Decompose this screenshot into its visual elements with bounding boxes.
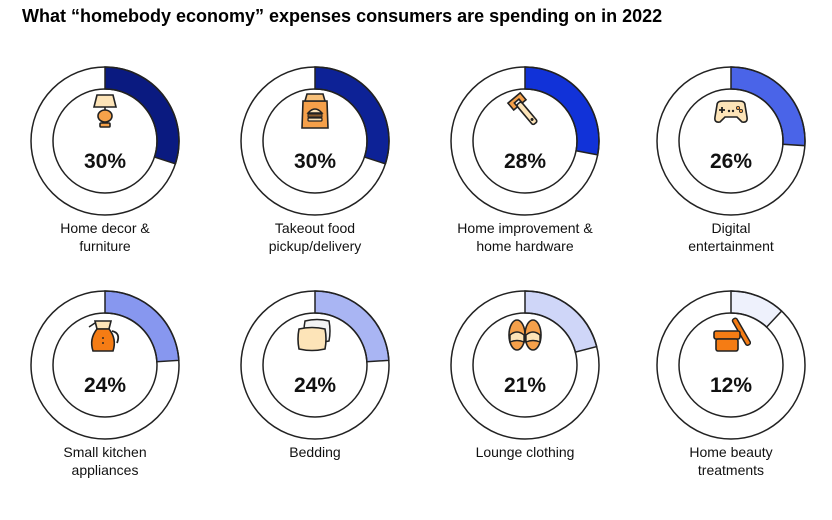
donut-inner-edge (472, 88, 578, 194)
category-label: Home decor & furniture (0, 219, 210, 255)
donut-item: 24% Bedding (210, 290, 420, 520)
donut-item: 28% Home improvement & home hardware (420, 66, 630, 296)
category-label: Small kitchen appliances (0, 443, 210, 479)
category-label-line: entertainment (688, 238, 774, 254)
category-label-line (420, 461, 630, 479)
category-label: Lounge clothing (420, 443, 630, 479)
donut-item: 30% Takeout food pickup/delivery (210, 66, 420, 296)
category-label-line: Home beauty (689, 444, 773, 460)
donut-item: 12% Home beauty treatments (626, 290, 832, 520)
donut-inner-edge (52, 312, 158, 418)
category-label: Takeout food pickup/delivery (210, 219, 420, 255)
donut-item: 24% Small kitchen appliances (0, 290, 210, 520)
category-label-line: treatments (697, 462, 765, 478)
slippers-icon (505, 315, 545, 355)
category-label-line (210, 461, 420, 479)
donut-inner-edge (262, 312, 368, 418)
donut-chart (450, 66, 600, 216)
donut-outer-edge (656, 290, 806, 440)
donut-item: 26% Digital entertainment (626, 66, 832, 296)
percent-label: 30% (83, 150, 127, 173)
percent-label: 30% (293, 150, 337, 173)
lamp-icon (85, 91, 125, 131)
donut-inner-edge (52, 88, 158, 194)
gamepad-icon (711, 91, 751, 131)
percent-label: 26% (709, 150, 753, 173)
pillow-icon (295, 315, 335, 355)
category-label-line: Home decor & (60, 220, 150, 236)
donut-outer-edge (30, 66, 180, 216)
donut-outer-edge (240, 290, 390, 440)
chart-title: What “homebody economy” expenses consume… (22, 6, 663, 26)
donut-chart (240, 290, 390, 440)
donut-chart (656, 66, 806, 216)
donut-inner-edge (678, 312, 784, 418)
category-label-line: Home improvement & (457, 220, 593, 236)
donut-chart (30, 66, 180, 216)
percent-label: 24% (293, 374, 337, 397)
donut-inner-edge (262, 88, 368, 194)
category-label: Bedding (210, 443, 420, 479)
category-label-line: Bedding (289, 444, 341, 460)
category-label-line: appliances (71, 462, 139, 478)
percent-label: 12% (709, 374, 753, 397)
category-label: Home improvement & home hardware (420, 219, 630, 255)
donut-inner-edge (678, 88, 784, 194)
food-bag-icon (295, 91, 335, 131)
donut-chart (656, 290, 806, 440)
donut-item: 30% Home decor & furniture (0, 66, 210, 296)
percent-label: 24% (83, 374, 127, 397)
donut-chart (450, 290, 600, 440)
category-label-line: pickup/delivery (268, 238, 362, 254)
category-label-line: furniture (79, 238, 131, 254)
category-label-line: Takeout food (274, 220, 356, 236)
wrench-icon (505, 91, 545, 131)
donut-chart (30, 290, 180, 440)
category-label-line: home hardware (476, 238, 574, 254)
category-label-line: Lounge clothing (475, 444, 575, 460)
donut-outer-edge (656, 66, 806, 216)
coffee-pot-icon (85, 315, 125, 355)
donut-outer-edge (240, 66, 390, 216)
percent-label: 28% (503, 150, 547, 173)
donut-item: 21% Lounge clothing (420, 290, 630, 520)
donut-outer-edge (450, 66, 600, 216)
donut-inner-edge (472, 312, 578, 418)
cream-jar-icon (711, 315, 752, 355)
donut-outer-edge (30, 290, 180, 440)
donut-outer-edge (450, 290, 600, 440)
category-label-line: Small kitchen (63, 444, 147, 460)
category-label: Home beauty treatments (626, 443, 832, 479)
category-label: Digital entertainment (626, 219, 832, 255)
category-label-line: Digital (711, 220, 751, 236)
donut-chart (240, 66, 390, 216)
percent-label: 21% (503, 374, 547, 397)
